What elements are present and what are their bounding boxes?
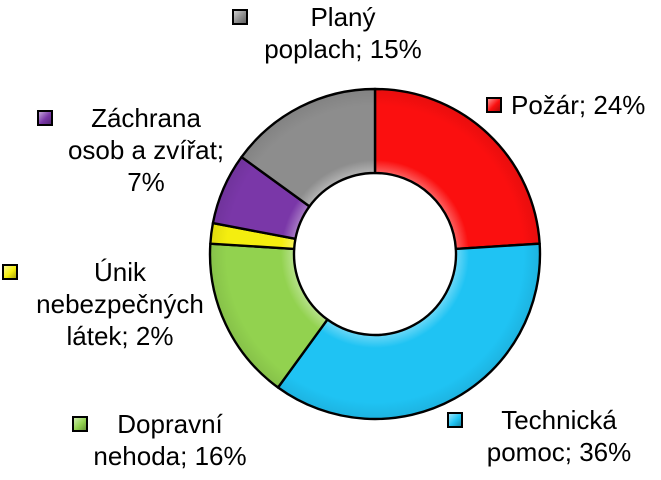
legend-item-technicka: Technická pomoc; 36% xyxy=(449,404,661,468)
legend-label-line: pomoc; 36% xyxy=(486,437,632,467)
slice-pozar xyxy=(373,87,541,251)
legend-label-line: 7% xyxy=(127,167,165,197)
slice-technicka-pomoc xyxy=(276,242,542,421)
legend-item-dopravni: Dopravní nehoda; 16% xyxy=(60,408,280,472)
legend-item-zachrana: Záchrana osob a zvířat; 7% xyxy=(36,102,256,198)
legend-item-unik: Únik nebezpečných látek; 2% xyxy=(10,256,230,352)
legend-item-pozar: Požár; 24% xyxy=(511,89,661,121)
legend-label-line: Požár; 24% xyxy=(511,90,646,120)
legend-label-line: látek; 2% xyxy=(66,321,174,351)
legend-label-line: nebezpečných xyxy=(36,289,204,319)
legend-swatch-dopravni xyxy=(72,416,88,432)
legend-label-line: Dopravní xyxy=(117,409,223,439)
legend-swatch-plany-poplach xyxy=(232,9,248,25)
legend-swatch-technicka xyxy=(447,412,463,428)
legend-swatch-unik xyxy=(2,264,18,280)
legend-item-plany-poplach: Planý poplach; 15% xyxy=(233,1,453,65)
slice-dopravni-nehoda xyxy=(208,242,329,389)
legend-label-line: Technická xyxy=(501,405,617,435)
legend-swatch-zachrana xyxy=(37,110,53,126)
legend-swatch-pozar xyxy=(486,97,502,113)
legend-label-line: Záchrana xyxy=(91,103,201,133)
legend-label-line: Únik xyxy=(93,257,146,287)
legend-label-line: nehoda; 16% xyxy=(93,441,247,471)
legend-label-line: Planý xyxy=(310,2,376,32)
legend-label-line: osob a zvířat; xyxy=(67,135,225,165)
legend-label-line: poplach; 15% xyxy=(264,34,422,64)
slice-plany-poplach xyxy=(240,87,377,208)
